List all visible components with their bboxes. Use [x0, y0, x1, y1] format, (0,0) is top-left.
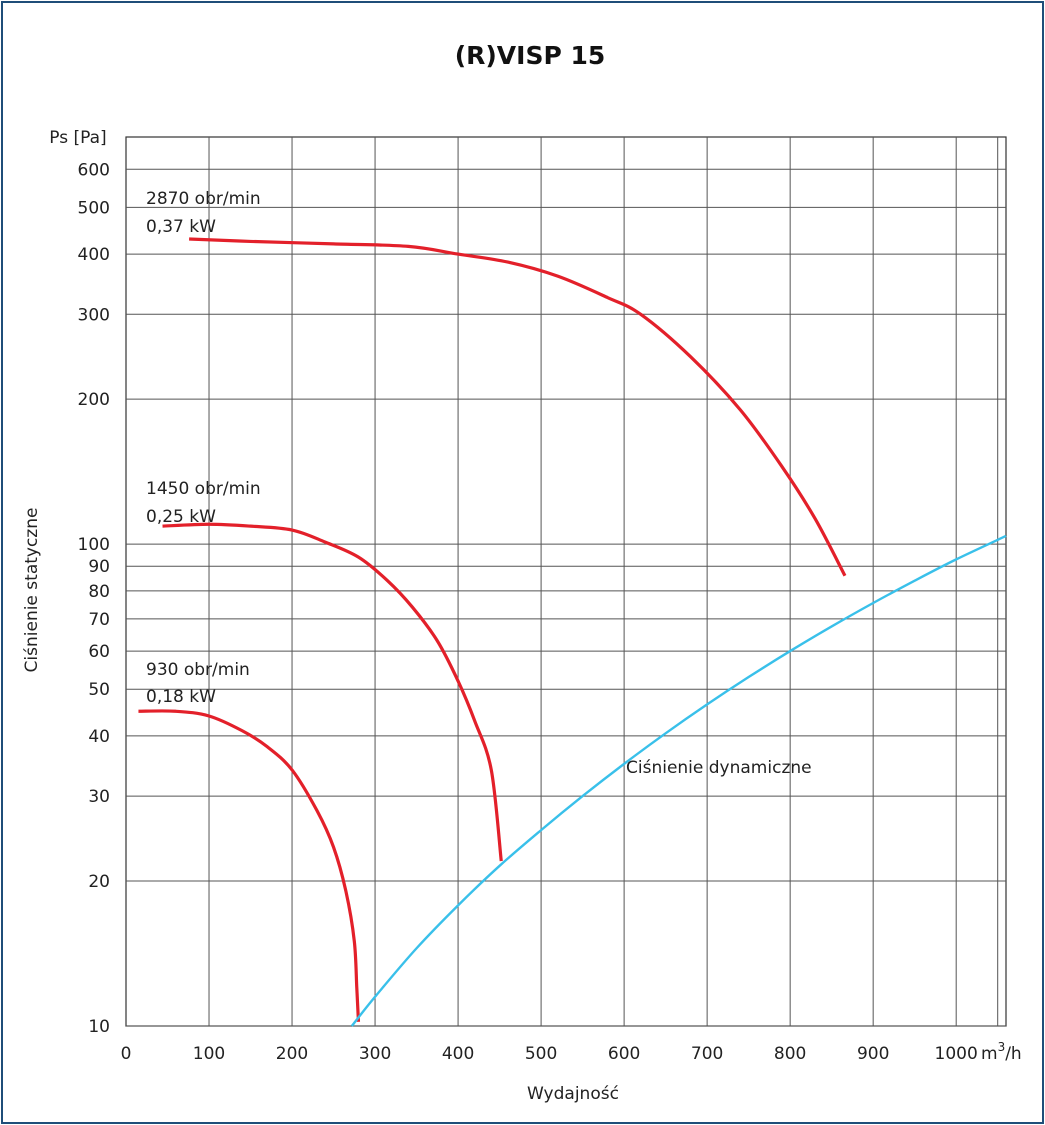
- y-tick-label: 600: [78, 160, 110, 180]
- y-tick-label: 50: [88, 680, 110, 700]
- curves: [138, 237, 1007, 1027]
- dynamic-pressure-line: [350, 534, 1007, 1027]
- x-tick-label: 800: [774, 1044, 806, 1064]
- x-tick-label: 900: [857, 1044, 889, 1064]
- y-tick-label: 80: [88, 582, 110, 602]
- curve-2870-power-label: 0,37 kW: [146, 217, 216, 237]
- y-tick-label: 70: [88, 610, 110, 630]
- y-tick-label: 30: [88, 787, 110, 807]
- curve-930-power-label: 0,18 kW: [146, 687, 216, 707]
- x-tick-label: 300: [359, 1044, 391, 1064]
- y-tick-label: 100: [78, 535, 110, 555]
- y-axis-unit: Ps [Pa]: [49, 128, 106, 148]
- fan-curve-line: [162, 522, 503, 862]
- y-tick-label: 300: [78, 305, 110, 325]
- curve-1450-power-label: 0,25 kW: [146, 507, 216, 527]
- y-tick-label: 60: [88, 642, 110, 662]
- y-tick-label: 10: [88, 1017, 110, 1037]
- curve-930-speed-label: 930 obr/min: [146, 660, 250, 680]
- y-tick-label: 40: [88, 727, 110, 747]
- y-tick-label: 90: [88, 557, 110, 577]
- x-tick-label: 200: [276, 1044, 308, 1064]
- x-tick-label: 400: [442, 1044, 474, 1064]
- x-tick-label: 700: [691, 1044, 723, 1064]
- x-tick-label: 1000: [935, 1044, 978, 1064]
- curve-2870-speed-label: 2870 obr/min: [146, 189, 261, 209]
- labels: (R)VISP 15 Ps [Pa] Ciśnienie statyczne W…: [22, 41, 1022, 1104]
- x-tick-label: 0: [121, 1044, 132, 1064]
- fan-curve-line: [138, 709, 361, 1022]
- plot-area: [125, 136, 1007, 1027]
- y-tick-label: 200: [78, 390, 110, 410]
- x-tick-label: 600: [608, 1044, 640, 1064]
- dynamic-pressure-label: Ciśnienie dynamiczne: [626, 758, 812, 778]
- fan-curve-line: [189, 237, 847, 577]
- x-axis-unit: m3/h: [981, 1040, 1022, 1064]
- y-tick-label: 400: [78, 245, 110, 265]
- x-tick-label: 100: [193, 1044, 225, 1064]
- curve-1450-speed-label: 1450 obr/min: [146, 479, 261, 499]
- grid: 0 100 200 300 400 500 600 700 800 900 1000 10 20 30 40…: [78, 136, 1007, 1064]
- y-tick-label: 20: [88, 872, 110, 892]
- x-tick-label: 500: [525, 1044, 557, 1064]
- y-tick-label: 500: [78, 198, 110, 218]
- y-axis-label: Ciśnienie statyczne: [22, 508, 42, 673]
- x-axis-label: Wydajność: [527, 1084, 619, 1104]
- chart-title: (R)VISP 15: [455, 41, 606, 70]
